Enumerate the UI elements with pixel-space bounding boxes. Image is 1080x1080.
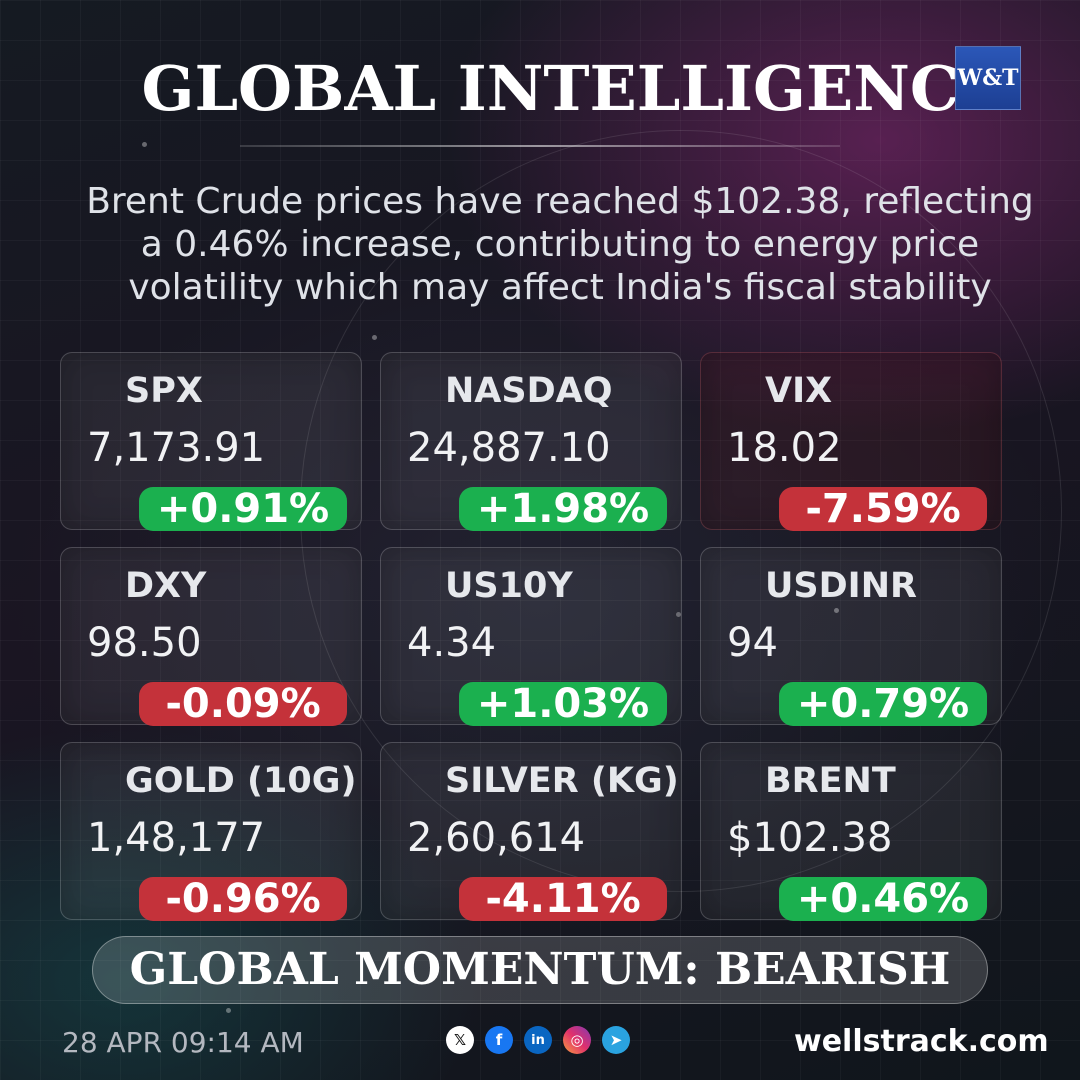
change-badge: +0.46% bbox=[779, 877, 987, 921]
card-dxy: DXY 98.50 -0.09% bbox=[60, 547, 362, 726]
card-label: BRENT bbox=[765, 761, 896, 801]
decorative-dot bbox=[142, 142, 147, 147]
card-value: 1,48,177 bbox=[87, 815, 266, 861]
summary-line: volatility which may affect India's fisc… bbox=[128, 267, 992, 308]
card-usdinr: USDINR 94 +0.79% bbox=[700, 547, 1002, 726]
card-label: USDINR bbox=[765, 566, 917, 606]
decorative-dot bbox=[226, 1008, 231, 1013]
card-label: SILVER (KG) bbox=[445, 761, 679, 801]
card-spx: SPX 7,173.91 +0.91% bbox=[60, 352, 362, 531]
change-badge: -0.09% bbox=[139, 682, 347, 726]
title-divider bbox=[240, 145, 840, 147]
card-value: 24,887.10 bbox=[407, 425, 611, 471]
facebook-icon[interactable]: f bbox=[485, 1026, 513, 1054]
change-badge: +1.98% bbox=[459, 487, 667, 531]
market-summary: Brent Crude prices have reached $102.38,… bbox=[60, 180, 1060, 309]
card-label: SPX bbox=[125, 371, 203, 411]
card-label: DXY bbox=[125, 566, 207, 606]
change-badge: -7.59% bbox=[779, 487, 987, 531]
change-badge: -4.11% bbox=[459, 877, 667, 921]
telegram-icon[interactable]: ➤ bbox=[602, 1026, 630, 1054]
website-link[interactable]: wellstrack.com bbox=[794, 1024, 1049, 1059]
card-silver: SILVER (KG) 2,60,614 -4.11% bbox=[380, 742, 682, 921]
summary-line: a 0.46% increase, contributing to energy… bbox=[140, 224, 980, 265]
brand-logo: W&T bbox=[955, 46, 1021, 110]
change-badge: +0.79% bbox=[779, 682, 987, 726]
summary-line: Brent Crude prices have reached $102.38,… bbox=[86, 181, 1034, 222]
decorative-dot bbox=[372, 335, 377, 340]
card-value: 4.34 bbox=[407, 620, 497, 666]
card-brent: BRENT $102.38 +0.46% bbox=[700, 742, 1002, 921]
card-us10y: US10Y 4.34 +1.03% bbox=[380, 547, 682, 726]
card-label: VIX bbox=[765, 371, 833, 411]
decorative-dot bbox=[676, 612, 681, 617]
x-icon[interactable]: 𝕏 bbox=[446, 1026, 474, 1054]
card-gold: GOLD (10G) 1,48,177 -0.96% bbox=[60, 742, 362, 921]
card-label: US10Y bbox=[445, 566, 573, 606]
momentum-banner: GLOBAL MOMENTUM: BEARISH bbox=[92, 936, 988, 1004]
card-value: 94 bbox=[727, 620, 778, 666]
timestamp: 28 APR 09:14 AM bbox=[62, 1026, 304, 1059]
page-title: GLOBAL INTELLIGENCE bbox=[141, 52, 1007, 125]
card-value: 7,173.91 bbox=[87, 425, 266, 471]
card-label: GOLD (10G) bbox=[125, 761, 357, 801]
card-nasdaq: NASDAQ 24,887.10 +1.98% bbox=[380, 352, 682, 531]
change-badge: +0.91% bbox=[139, 487, 347, 531]
card-value: $102.38 bbox=[727, 815, 893, 861]
instagram-icon[interactable]: ◎ bbox=[563, 1026, 591, 1054]
change-badge: -0.96% bbox=[139, 877, 347, 921]
card-label: NASDAQ bbox=[445, 371, 613, 411]
card-value: 98.50 bbox=[87, 620, 202, 666]
linkedin-icon[interactable]: in bbox=[524, 1026, 552, 1054]
card-value: 18.02 bbox=[727, 425, 842, 471]
card-vix: VIX 18.02 -7.59% bbox=[700, 352, 1002, 531]
decorative-dot bbox=[834, 608, 839, 613]
social-links: 𝕏 f in ◎ ➤ bbox=[446, 1026, 630, 1054]
card-value: 2,60,614 bbox=[407, 815, 586, 861]
change-badge: +1.03% bbox=[459, 682, 667, 726]
